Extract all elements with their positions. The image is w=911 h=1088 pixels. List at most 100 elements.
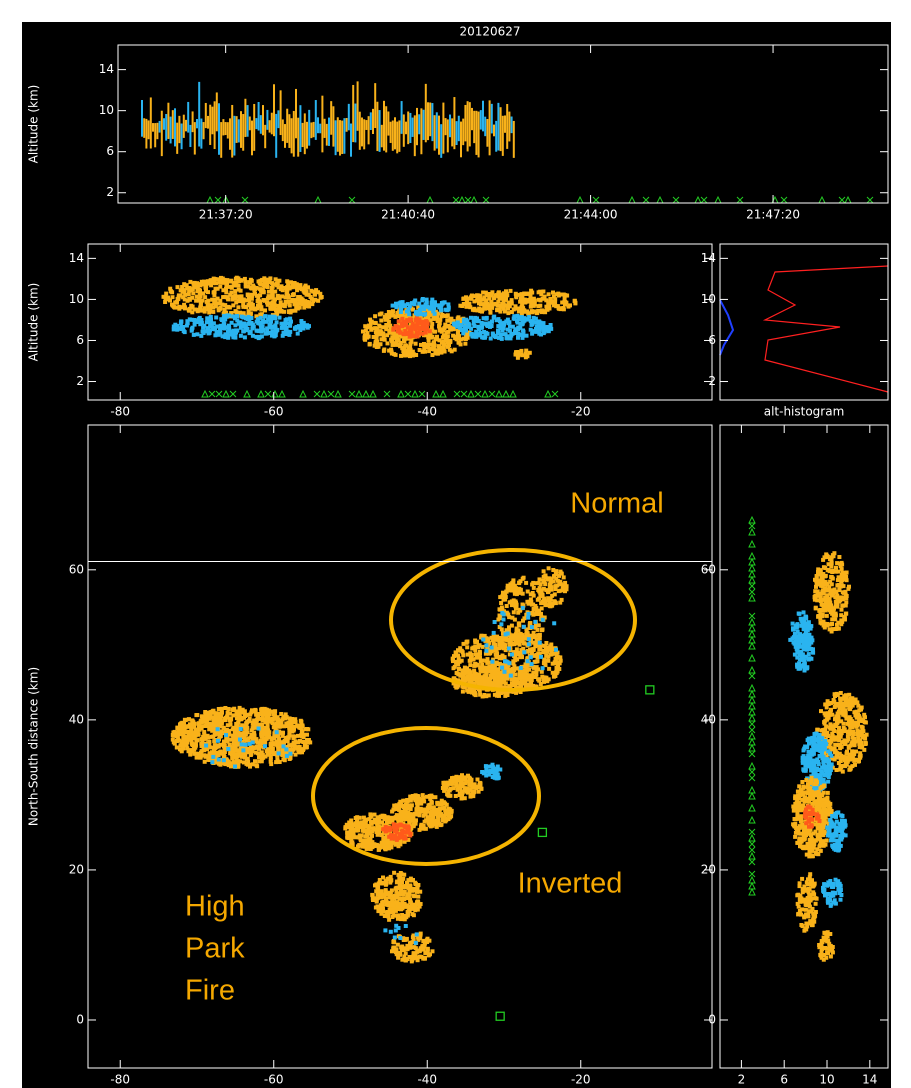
source-pixel [394, 305, 398, 309]
source-pixel [287, 721, 291, 725]
source-pixel [259, 289, 263, 293]
source-pixel [425, 298, 429, 302]
source-pixel [442, 783, 446, 787]
source-pixel [394, 302, 398, 306]
source-pixel [521, 592, 525, 596]
source-pixel [217, 712, 221, 716]
source-pixel [194, 713, 198, 717]
source-pixel [518, 643, 522, 647]
source-pixel [242, 316, 246, 320]
source-pixel [202, 733, 206, 737]
source-pixel [502, 323, 506, 327]
source-pixel [456, 654, 460, 658]
source-pixel [203, 310, 207, 314]
source-pixel [462, 297, 466, 301]
source-pixel [467, 680, 471, 684]
source-pixel [249, 311, 253, 315]
source-pixel [520, 638, 524, 642]
source-pixel [525, 334, 529, 338]
source-pixel [393, 816, 397, 820]
source-pixel [195, 756, 199, 760]
source-pixel [222, 726, 226, 730]
source-pixel [510, 603, 514, 607]
source-pixel [530, 652, 534, 656]
source-pixel [272, 300, 276, 304]
source-pixel [398, 936, 402, 940]
source-pixel [478, 781, 482, 785]
source-pixel [486, 657, 490, 661]
source-pixel [415, 890, 419, 894]
source-pixel [480, 326, 484, 330]
source-pixel [271, 747, 275, 751]
source-pixel [390, 843, 394, 847]
source-pixel [292, 729, 296, 733]
source-pixel [286, 300, 290, 304]
source-pixel [278, 316, 282, 320]
source-pixel [498, 595, 502, 599]
source-pixel [183, 283, 187, 287]
source-pixel [554, 661, 558, 665]
source-pixel [402, 339, 406, 343]
source-pixel [214, 316, 218, 320]
source-pixel [206, 711, 210, 715]
source-pixel [294, 753, 298, 757]
source-pixel [549, 643, 553, 647]
source-pixel [218, 327, 222, 331]
source-pixel [446, 783, 450, 787]
source-pixel [501, 591, 505, 595]
source-pixel [232, 736, 236, 740]
source-pixel [217, 758, 221, 762]
source-pixel [239, 334, 243, 338]
source-pixel [277, 724, 281, 728]
source-pixel [460, 304, 464, 308]
source-pixel [257, 329, 261, 333]
source-pixel [210, 723, 214, 727]
source-pixel [374, 321, 378, 325]
source-pixel [484, 322, 488, 326]
source-pixel [459, 778, 463, 782]
source-pixel [547, 292, 551, 296]
source-pixel [554, 584, 558, 588]
source-pixel [455, 337, 459, 341]
source-pixel [227, 314, 231, 318]
source-pixel [439, 823, 443, 827]
source-pixel [510, 678, 514, 682]
source-pixel [536, 628, 540, 632]
source-pixel [466, 791, 470, 795]
source-pixel [473, 641, 477, 645]
source-pixel [361, 829, 365, 833]
source-pixel [268, 280, 272, 284]
source-pixel [457, 667, 461, 671]
source-pixel [219, 716, 223, 720]
source-pixel [230, 321, 234, 325]
source-pixel [505, 612, 509, 616]
source-pixel [249, 747, 253, 751]
source-pixel [269, 760, 273, 764]
source-pixel [487, 681, 491, 685]
source-pixel [441, 301, 445, 305]
source-pixel [201, 739, 205, 743]
source-pixel [280, 294, 284, 298]
source-pixel [542, 597, 546, 601]
source-pixel [376, 833, 380, 837]
source-pixel [387, 835, 391, 839]
source-pixel [479, 307, 483, 311]
source-pixel [257, 727, 261, 731]
source-pixel [373, 326, 377, 330]
source-pixel [386, 840, 390, 844]
source-pixel [538, 594, 542, 598]
source-pixel [560, 572, 564, 576]
source-pixel [379, 891, 383, 895]
source-pixel [207, 307, 211, 311]
source-pixel [363, 820, 367, 824]
source-pixel [426, 345, 430, 349]
source-pixel [409, 318, 413, 322]
source-pixel [475, 656, 479, 660]
source-pixel [367, 324, 371, 328]
source-pixel [461, 789, 465, 793]
source-pixel [489, 311, 493, 315]
source-pixel [389, 878, 393, 882]
source-pixel [469, 327, 473, 331]
source-pixel [529, 319, 533, 323]
source-pixel [461, 653, 465, 657]
